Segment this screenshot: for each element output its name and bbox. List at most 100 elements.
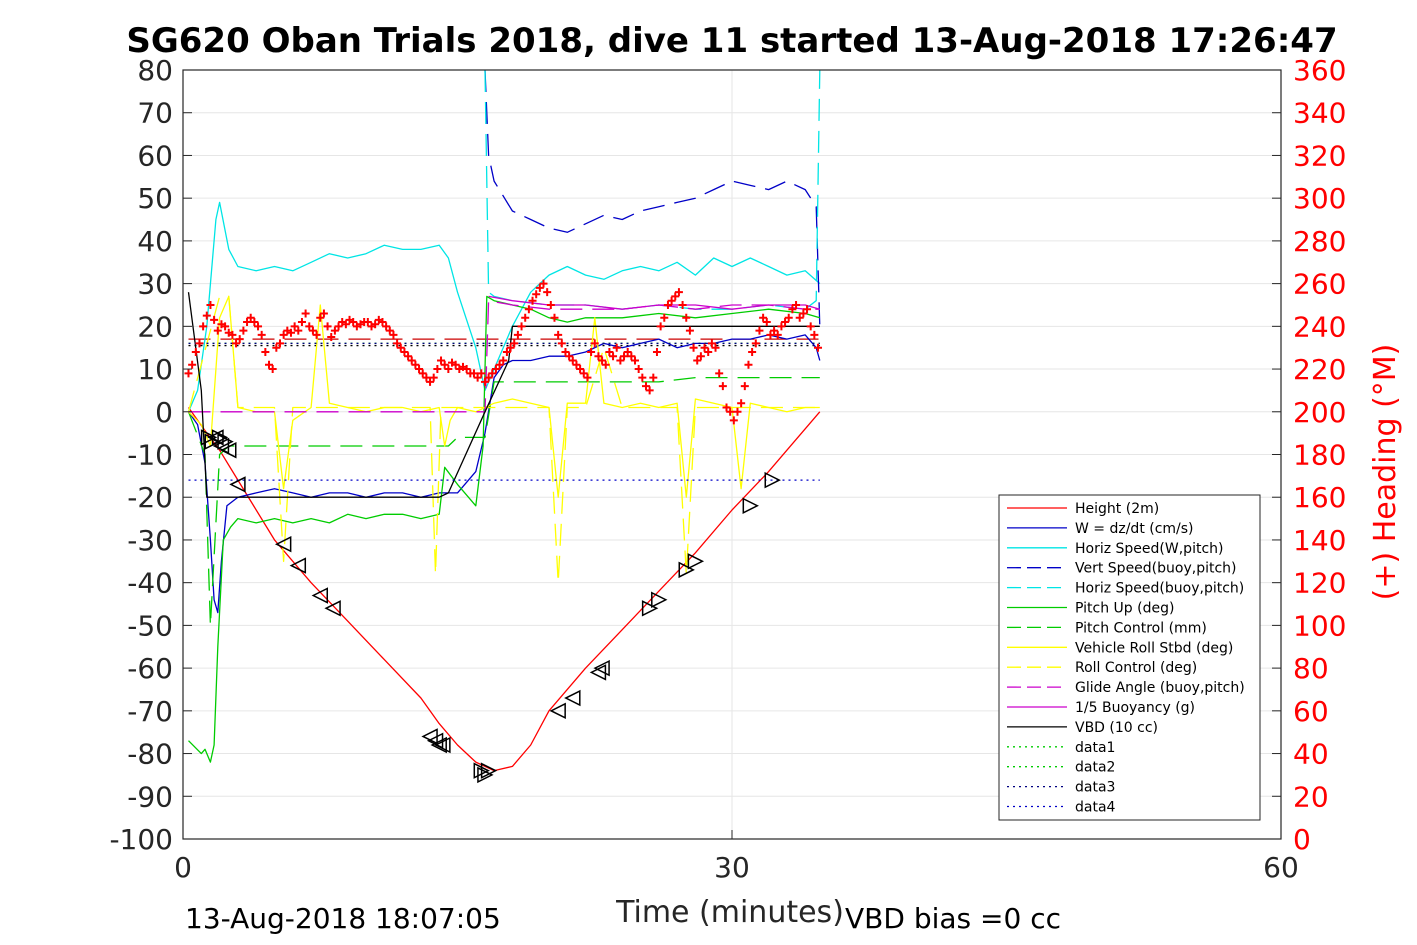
footer-timestamp: 13-Aug-2018 18:07:05: [185, 902, 501, 935]
heading-point-146: [718, 382, 727, 391]
legend-label-6: Pitch Control (mm): [1075, 620, 1207, 636]
heading-point-20: [257, 330, 266, 339]
chart-title: SG620 Oban Trials 2018, dive 11 started …: [126, 21, 1337, 61]
heading-point-151: [737, 399, 746, 408]
triangle-marker-9: [289, 557, 307, 574]
legend-label-12: data1: [1075, 740, 1115, 756]
heading-point-35: [312, 330, 321, 339]
series-line-0: [187, 407, 821, 772]
heading-point-105: [568, 356, 577, 365]
heading-point-12: [228, 330, 237, 339]
right-axis: 3603403203002802602402202001801601401201…: [1272, 54, 1346, 856]
heading-point-70: [440, 360, 449, 369]
heading-point-104: [565, 352, 574, 361]
legend-label-3: Vert Speed(buoy,pitch): [1075, 561, 1237, 577]
heading-point-140: [696, 352, 705, 361]
y2-tick-label-9: 180: [1293, 439, 1346, 472]
triangle-marker-3: [211, 429, 229, 446]
heading-point-134: [674, 288, 683, 297]
heading-point-124: [638, 373, 647, 382]
y-tick-label-2: 60: [137, 139, 173, 172]
y-tick-label-0: 80: [137, 54, 173, 87]
triangle-marker-0: [200, 429, 218, 446]
heading-point-159: [766, 330, 775, 339]
heading-point-143: [707, 339, 716, 348]
heading-point-78: [469, 369, 478, 378]
legend-label-4: Horiz Speed(buoy,pitch): [1075, 581, 1244, 597]
x-tick-label-2: 60: [1263, 851, 1299, 884]
heading-point-26: [279, 330, 288, 339]
heading-point-34: [308, 326, 317, 335]
heading-point-40: [330, 326, 339, 335]
x-axis-label: Time (minutes): [615, 895, 844, 930]
heading-point-166: [792, 300, 801, 309]
left-axis: 80 70 60 50 40 30 20 10 0 -10 -20 -30 -40 -50 -60 -70 -8…: [109, 54, 192, 856]
heading-point-21: [261, 347, 270, 356]
y-tick-label-18: -100: [109, 823, 173, 856]
heading-point-2: [191, 347, 200, 356]
y-tick-label-17: -90: [127, 780, 173, 813]
heading-point-99: [546, 300, 555, 309]
heading-point-14: [235, 335, 244, 344]
legend-label-7: Vehicle Roll Stbd (deg): [1075, 640, 1233, 656]
legend-label-10: 1/5 Buoyancy (g): [1075, 700, 1195, 716]
y-tick-label-15: -70: [127, 695, 173, 728]
heading-point-122: [631, 356, 640, 365]
y2-tick-label-12: 120: [1293, 567, 1346, 600]
heading-point-39: [327, 333, 336, 342]
heading-point-141: [700, 343, 709, 352]
triangle-marker-27: [742, 497, 759, 514]
triangle-marker-8: [274, 536, 292, 553]
heading-point-109: [583, 373, 592, 382]
heading-point-10: [221, 322, 230, 331]
series-line-10: [488, 295, 820, 310]
heading-point-31: [297, 318, 306, 327]
heading-point-127: [649, 373, 658, 382]
y2-tick-label-11: 140: [1293, 524, 1346, 557]
triangle-marker-28: [764, 471, 781, 489]
heading-point-28: [286, 328, 295, 337]
heading-point-0: [184, 369, 193, 378]
heading-point-98: [543, 288, 552, 297]
heading-point-153: [744, 360, 753, 369]
heading-point-58: [396, 343, 405, 352]
heading-point-155: [751, 339, 760, 348]
heading-point-83: [488, 369, 497, 378]
heading-point-43: [341, 320, 350, 329]
heading-point-5: [202, 311, 211, 320]
heading-point-87: [502, 347, 511, 356]
heading-point-152: [740, 382, 749, 391]
heading-point-90: [513, 330, 522, 339]
heading-point-114: [601, 360, 610, 369]
heading-point-62: [411, 360, 420, 369]
heading-point-126: [645, 386, 654, 395]
heading-point-36: [316, 313, 325, 322]
y2-tick-label-18: 0: [1293, 823, 1311, 856]
heading-point-93: [524, 305, 533, 314]
y-tick-label-14: -60: [127, 652, 173, 685]
legend-label-11: VBD (10 cc): [1075, 720, 1158, 736]
series-line-2: [187, 201, 821, 413]
y2-tick-label-10: 160: [1293, 481, 1346, 514]
heading-point-168: [799, 309, 808, 318]
y2-tick-label-13: 100: [1293, 609, 1346, 642]
heading-point-120: [623, 347, 632, 356]
heading-point-118: [616, 356, 625, 365]
heading-point-25: [275, 339, 284, 348]
y-tick-label-1: 70: [137, 97, 173, 130]
series-line-4: [484, 69, 821, 310]
heading-point-128: [652, 347, 661, 356]
triangle-marker-15: [434, 736, 451, 754]
triangle-marker-6: [220, 442, 237, 459]
series-line-9: [188, 300, 820, 413]
legend-entries: Height (2m) W = dz/dt (cm/s) Horiz Speed(W…: [1007, 501, 1245, 816]
heading-point-150: [733, 407, 742, 416]
y2-tick-label-3: 300: [1293, 182, 1346, 215]
heading-point-97: [539, 279, 548, 288]
heading-point-3: [195, 339, 204, 348]
heading-point-156: [755, 326, 764, 335]
y-tick-label-7: 10: [137, 353, 173, 386]
heading-point-103: [561, 347, 570, 356]
legend-label-0: Height (2m): [1075, 501, 1159, 517]
